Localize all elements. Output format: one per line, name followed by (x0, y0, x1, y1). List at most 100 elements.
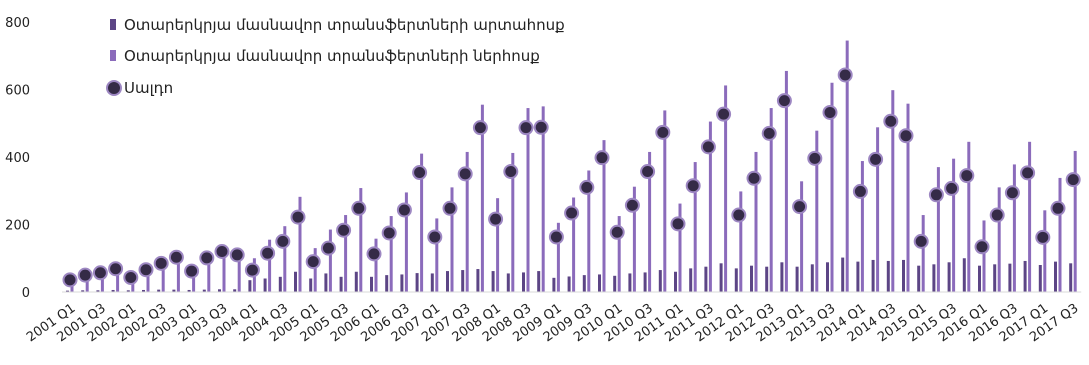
balance-marker (716, 106, 732, 122)
outflow-bar (841, 257, 845, 292)
balance-marker (320, 240, 336, 256)
balance-marker (624, 197, 640, 213)
inflow-bar (800, 181, 804, 292)
balance-marker (776, 93, 792, 109)
outflow-bar (750, 265, 753, 292)
inflow-bar (1073, 150, 1077, 292)
balance-marker (427, 229, 443, 245)
balance-marker (351, 200, 367, 216)
outflow-bar (233, 289, 237, 292)
outflow-bar (689, 268, 693, 292)
inflow-bar (1058, 177, 1062, 292)
balance-markers (62, 67, 1081, 288)
outflow-bar (339, 276, 343, 292)
outflow-bar (704, 266, 708, 292)
outflow-bar (263, 278, 267, 292)
outflow-bar (157, 289, 161, 292)
inflow-bar (100, 271, 104, 292)
inflow-bar (404, 192, 408, 292)
inflow-bar (982, 220, 986, 292)
outflow-bar (491, 271, 495, 292)
y-tick-label: 400 (5, 151, 30, 166)
inflow-bars (70, 40, 1077, 292)
balance-marker (1004, 185, 1020, 201)
balance-marker (746, 170, 762, 186)
legend: Օտարերկրյա մասնավոր տրանսֆերտների արտահո… (106, 16, 565, 97)
inflow-bar (891, 90, 895, 292)
outflow-bar (567, 276, 571, 292)
outflow-bar (324, 273, 328, 292)
balance-marker (883, 113, 899, 129)
inflow-bar (936, 167, 940, 292)
balance-marker (472, 120, 488, 136)
inflow-bar (602, 140, 606, 292)
balance-marker (77, 267, 93, 283)
inflow-bar (161, 260, 165, 292)
balance-marker (807, 150, 823, 166)
balance-marker (609, 224, 625, 240)
balance-marker (488, 211, 504, 227)
balance-marker (275, 233, 291, 249)
inflow-bar (769, 108, 773, 292)
outflow-bar (278, 276, 282, 292)
balance-marker (366, 246, 382, 262)
inflow-bar (268, 239, 272, 292)
outflow-bar (1054, 261, 1057, 292)
balance-marker (381, 225, 397, 241)
outflow-bar (902, 259, 905, 292)
outflow-bar (978, 265, 981, 292)
balance-marker (244, 262, 260, 278)
outflow-bar (294, 271, 297, 292)
outflow-bar (582, 275, 586, 292)
outflow-bar (780, 262, 784, 292)
balance-marker (412, 165, 428, 181)
outflow-bar (871, 259, 875, 292)
inflow-bar (876, 127, 880, 292)
inflow-bar (496, 198, 500, 292)
inflow-bar (526, 108, 530, 292)
outflow-bar (552, 277, 556, 292)
outflow-bar (734, 268, 738, 292)
balance-marker (974, 239, 990, 255)
outflow-bar (96, 290, 100, 292)
balance-marker (199, 250, 215, 266)
inflow-bar (587, 170, 591, 292)
balance-marker (852, 183, 868, 199)
inflow-bar (146, 267, 150, 292)
outflow-bar (461, 270, 465, 292)
inflow-bar (222, 248, 226, 292)
outflow-bars (66, 257, 1073, 292)
balance-marker (305, 254, 321, 270)
outflow-bar (385, 275, 389, 292)
inflow-bar (192, 269, 196, 292)
outflow-bar (537, 271, 541, 292)
balance-marker (928, 187, 944, 203)
inflow-bar (116, 266, 120, 292)
inflow-bar (572, 197, 576, 292)
inflow-bar (708, 121, 712, 292)
inflow-bar (739, 191, 743, 292)
inflow-bar (344, 215, 348, 292)
outflow-bar (66, 290, 69, 292)
balance-marker (1035, 229, 1051, 245)
inflow-bar (359, 188, 363, 292)
balance-marker (989, 207, 1005, 223)
balance-marker (548, 229, 564, 245)
balance-marker (959, 168, 975, 184)
balance-marker (336, 222, 352, 238)
outflow-bar (309, 278, 313, 292)
inflow-bar (632, 186, 636, 292)
inflow-bar (480, 104, 484, 292)
balance-marker (579, 179, 595, 195)
balance-marker (1020, 165, 1036, 181)
outflow-bar (674, 271, 677, 292)
balance-marker (670, 216, 686, 232)
inflow-bar (1028, 141, 1032, 292)
inflow-bar (207, 255, 211, 292)
legend-item-inflow: Օտարերկրյա մասնավոր տրանսֆերտների ներհոս… (110, 47, 540, 65)
balance-marker (184, 263, 200, 279)
balance-marker (700, 139, 716, 155)
outflow-bar (810, 264, 814, 292)
balance-marker (442, 200, 458, 216)
